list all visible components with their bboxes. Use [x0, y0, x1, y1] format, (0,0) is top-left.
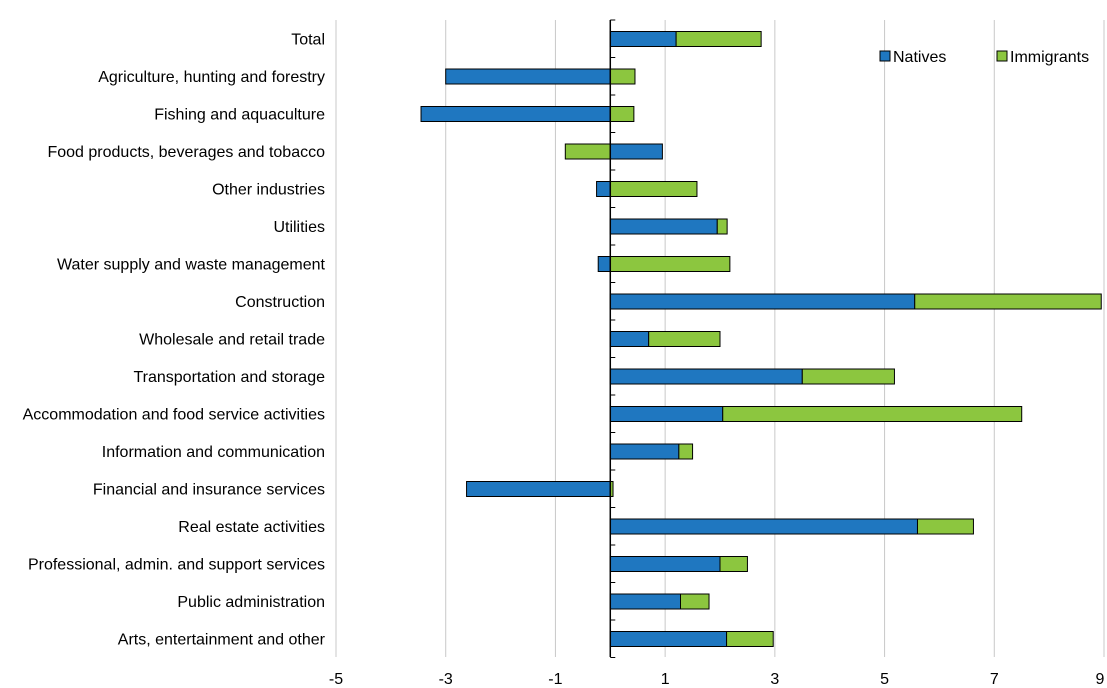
x-tick-label: 7	[990, 671, 999, 688]
bars	[420, 31, 1102, 647]
bar-natives	[420, 106, 611, 122]
x-tick-labels: -5 -3 -1 1 3 5 7 9	[329, 671, 1105, 688]
bar-natives	[609, 406, 724, 422]
category-label: Information and communication	[102, 444, 325, 461]
category-label: Real estate activities	[178, 519, 325, 536]
x-tick-label: 5	[880, 671, 889, 688]
bar-natives	[597, 256, 611, 272]
gridlines	[335, 20, 1105, 657]
x-tick-label: -1	[548, 671, 562, 688]
bar-natives	[445, 68, 611, 85]
bar-natives	[609, 218, 718, 235]
category-label: Fishing and aquaculture	[154, 107, 325, 124]
category-label: Financial and insurance services	[93, 482, 325, 499]
bar-natives	[596, 181, 611, 197]
bar-natives	[609, 31, 677, 47]
bar-immigrants	[726, 631, 774, 647]
legend-label: Immigrants	[1010, 49, 1089, 66]
bar-natives	[609, 143, 663, 160]
category-label: Total	[291, 32, 325, 49]
bar-natives	[609, 556, 721, 572]
category-label: Other industries	[212, 182, 325, 199]
category-label: Utilities	[273, 219, 325, 236]
bar-immigrants	[609, 68, 636, 85]
bar-immigrants	[675, 31, 762, 47]
bar-natives	[466, 481, 611, 497]
bar-natives	[609, 293, 916, 310]
bar-immigrants	[678, 443, 694, 460]
legend-swatch	[879, 50, 891, 62]
x-tick-label: -3	[439, 671, 453, 688]
bar-natives	[609, 368, 803, 385]
bar-natives	[609, 593, 682, 610]
bar-natives	[609, 331, 650, 347]
category-label: Transportation and storage	[133, 369, 325, 386]
x-tick-label: -5	[329, 671, 343, 688]
category-label: Professional, admin. and support service…	[28, 557, 325, 574]
legend-label: Natives	[893, 49, 946, 66]
bar-immigrants	[916, 518, 974, 535]
x-tick-label: 1	[661, 671, 670, 688]
bar-natives	[609, 518, 918, 535]
category-labels: Total Agriculture, hunting and forestry Fi…	[23, 32, 326, 649]
category-label: Wholesale and retail trade	[139, 332, 325, 349]
category-label: Arts, entertainment and other	[118, 632, 326, 649]
bar-immigrants	[648, 331, 721, 347]
category-label: Public administration	[177, 594, 325, 611]
category-label: Water supply and waste management	[57, 257, 326, 274]
bar-immigrants	[564, 143, 611, 160]
bar-immigrants	[914, 293, 1102, 310]
category-label: Agriculture, hunting and forestry	[98, 69, 325, 86]
bar-immigrants	[609, 181, 698, 197]
bar-natives	[609, 443, 680, 460]
bar-immigrants	[609, 106, 635, 122]
bar-natives	[609, 631, 728, 647]
legend: Natives Immigrants	[879, 49, 1089, 66]
bar-immigrants	[722, 406, 1023, 422]
bar-immigrants	[680, 593, 710, 610]
bar-immigrants	[716, 218, 728, 235]
x-tick-label: 3	[770, 671, 779, 688]
category-label: Food products, beverages and tobacco	[47, 144, 325, 161]
legend-swatch	[996, 50, 1008, 62]
bar-immigrants	[609, 256, 731, 272]
category-label: Accommodation and food service activitie…	[23, 407, 325, 424]
category-label: Construction	[235, 294, 325, 311]
bar-immigrants	[801, 368, 895, 385]
bar-immigrants	[719, 556, 748, 572]
axes	[609, 19, 616, 658]
x-tick-label: 9	[1096, 671, 1105, 688]
